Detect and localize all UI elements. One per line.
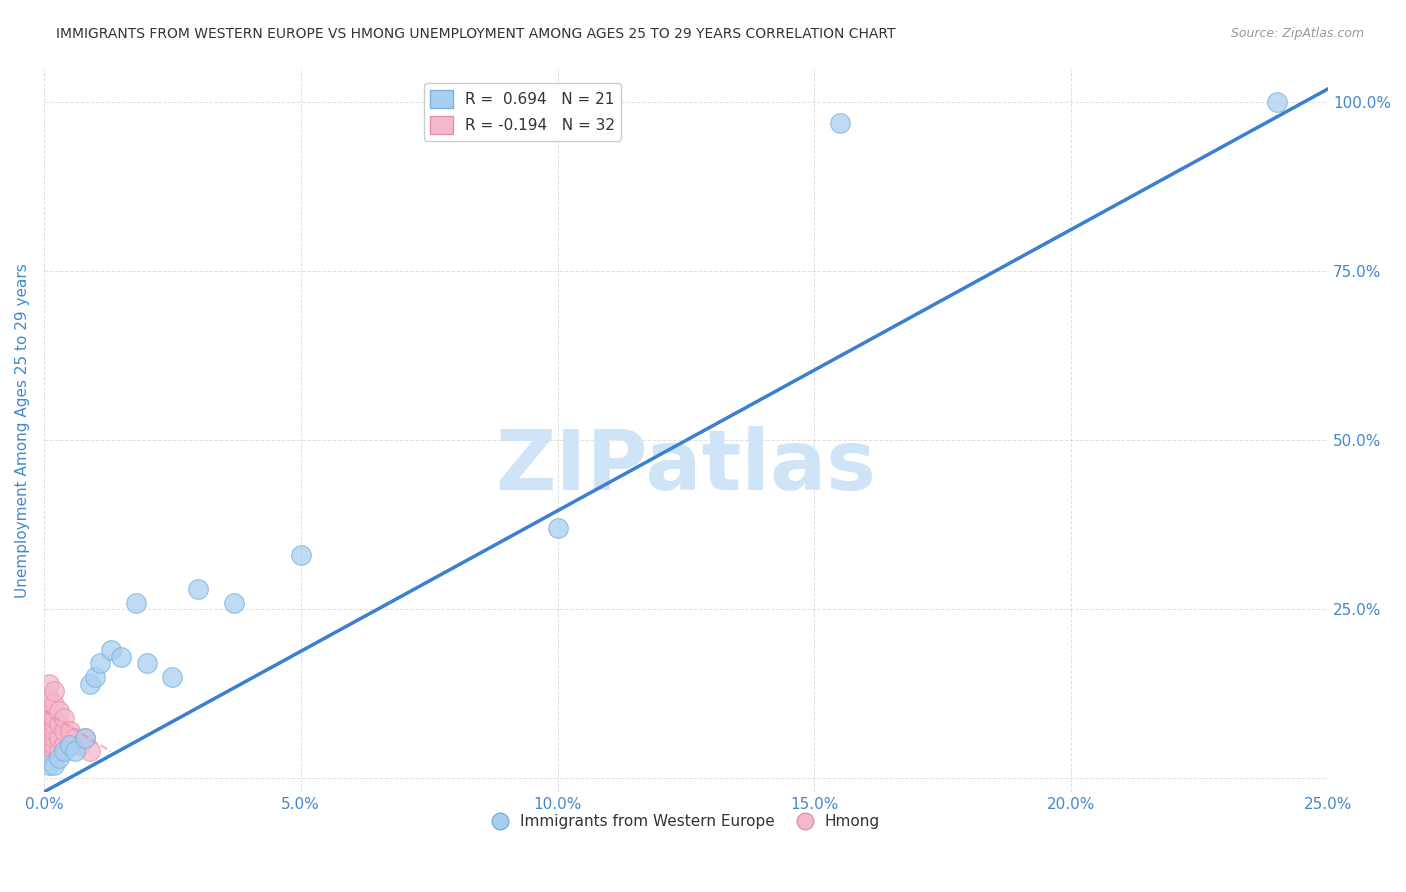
Point [222, 596, 245, 610]
Point [547, 521, 569, 535]
Point [135, 657, 157, 671]
Point [100, 643, 122, 657]
Point [48, 731, 70, 745]
Text: Source: ZipAtlas.com: Source: ZipAtlas.com [1230, 27, 1364, 40]
Point [125, 596, 148, 610]
Point [187, 582, 209, 596]
Point [44, 758, 66, 772]
Point [48, 704, 70, 718]
Point [44, 717, 66, 731]
Point [32, 704, 55, 718]
Point [73, 731, 96, 745]
Point [32, 731, 55, 745]
Point [53, 744, 76, 758]
Point [89, 657, 111, 671]
Point [38, 677, 60, 691]
Point [79, 744, 101, 758]
Text: ZIPatlas: ZIPatlas [495, 425, 876, 507]
Point [44, 744, 66, 758]
Point [84, 670, 107, 684]
Text: IMMIGRANTS FROM WESTERN EUROPE VS HMONG UNEMPLOYMENT AMONG AGES 25 TO 29 YEARS C: IMMIGRANTS FROM WESTERN EUROPE VS HMONG … [56, 27, 896, 41]
Point [38, 738, 60, 752]
Point [69, 738, 91, 752]
Point [32, 717, 55, 731]
Point [162, 670, 184, 684]
Point [38, 744, 60, 758]
Point [63, 744, 86, 758]
Point [73, 731, 96, 745]
Point [58, 724, 80, 739]
Point [58, 738, 80, 752]
Point [53, 738, 76, 752]
Point [290, 549, 312, 563]
Legend: Immigrants from Western Europe, Hmong: Immigrants from Western Europe, Hmong [486, 808, 886, 835]
Point [58, 738, 80, 752]
Point [53, 724, 76, 739]
Point [38, 704, 60, 718]
Point [1265, 95, 1288, 110]
Point [53, 710, 76, 724]
Point [44, 731, 66, 745]
Point [38, 758, 60, 772]
Point [44, 683, 66, 698]
Point [48, 744, 70, 758]
Point [44, 724, 66, 739]
Point [44, 710, 66, 724]
Point [110, 649, 132, 664]
Point [63, 731, 86, 745]
Point [48, 751, 70, 765]
Point [38, 724, 60, 739]
Y-axis label: Unemployment Among Ages 25 to 29 years: Unemployment Among Ages 25 to 29 years [15, 263, 30, 598]
Point [44, 738, 66, 752]
Point [48, 717, 70, 731]
Point [38, 731, 60, 745]
Point [38, 690, 60, 705]
Point [44, 697, 66, 711]
Point [830, 115, 852, 129]
Point [79, 677, 101, 691]
Point [38, 717, 60, 731]
